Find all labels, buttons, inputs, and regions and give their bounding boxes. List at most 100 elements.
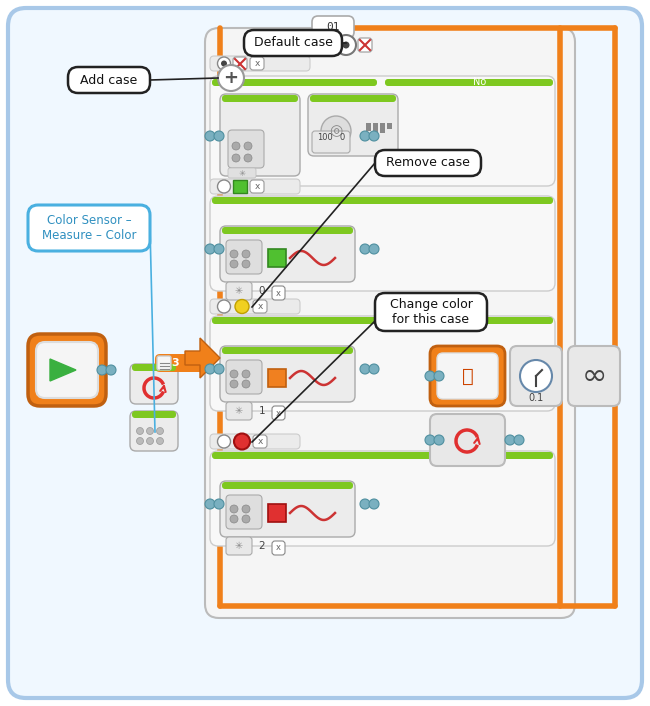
Bar	[373, 123, 378, 137]
Circle shape	[425, 371, 435, 381]
FancyBboxPatch shape	[272, 541, 285, 555]
Circle shape	[244, 142, 252, 150]
FancyBboxPatch shape	[220, 346, 355, 402]
FancyBboxPatch shape	[226, 282, 252, 300]
FancyBboxPatch shape	[210, 179, 300, 194]
FancyBboxPatch shape	[210, 316, 555, 411]
Circle shape	[360, 499, 370, 509]
Text: No: No	[473, 77, 487, 87]
FancyBboxPatch shape	[228, 130, 264, 168]
FancyBboxPatch shape	[210, 299, 300, 314]
Circle shape	[136, 428, 144, 434]
FancyBboxPatch shape	[155, 354, 210, 372]
Circle shape	[425, 435, 435, 445]
FancyBboxPatch shape	[430, 346, 505, 406]
FancyBboxPatch shape	[220, 94, 300, 176]
Text: 0: 0	[259, 286, 265, 296]
Circle shape	[146, 438, 153, 445]
FancyBboxPatch shape	[358, 38, 372, 52]
FancyBboxPatch shape	[312, 16, 354, 38]
Circle shape	[106, 365, 116, 375]
Circle shape	[242, 380, 250, 388]
Text: x: x	[276, 289, 281, 297]
FancyBboxPatch shape	[250, 57, 264, 70]
Bar	[380, 123, 385, 133]
Text: 01: 01	[326, 22, 340, 32]
Circle shape	[242, 515, 250, 523]
FancyBboxPatch shape	[308, 94, 398, 156]
Circle shape	[336, 35, 356, 55]
FancyBboxPatch shape	[272, 406, 285, 420]
FancyBboxPatch shape	[233, 57, 247, 70]
Circle shape	[205, 364, 215, 374]
FancyBboxPatch shape	[28, 334, 106, 406]
Text: ✳: ✳	[235, 286, 243, 296]
FancyBboxPatch shape	[226, 360, 262, 394]
FancyBboxPatch shape	[220, 481, 355, 537]
Text: ✳: ✳	[239, 169, 246, 177]
Circle shape	[360, 244, 370, 254]
FancyBboxPatch shape	[222, 347, 353, 354]
Circle shape	[230, 505, 238, 513]
Circle shape	[157, 428, 164, 434]
Circle shape	[221, 61, 227, 66]
Bar	[387, 123, 392, 129]
FancyBboxPatch shape	[430, 414, 505, 466]
Circle shape	[214, 244, 224, 254]
FancyBboxPatch shape	[568, 346, 620, 406]
Circle shape	[232, 154, 240, 162]
FancyBboxPatch shape	[8, 8, 642, 698]
FancyBboxPatch shape	[205, 28, 575, 618]
Circle shape	[230, 515, 238, 523]
FancyBboxPatch shape	[385, 79, 553, 86]
Polygon shape	[50, 359, 76, 381]
FancyBboxPatch shape	[157, 356, 171, 370]
Text: x: x	[254, 182, 260, 191]
Circle shape	[230, 380, 238, 388]
FancyBboxPatch shape	[226, 402, 252, 420]
Circle shape	[242, 250, 250, 258]
Text: ◎: ◎	[330, 124, 343, 138]
Circle shape	[434, 435, 444, 445]
Text: +: +	[224, 69, 239, 87]
Text: ✳: ✳	[235, 541, 243, 551]
FancyBboxPatch shape	[253, 435, 267, 448]
Circle shape	[214, 364, 224, 374]
Text: x: x	[257, 302, 263, 311]
Text: Change color
for this case: Change color for this case	[389, 298, 473, 326]
FancyBboxPatch shape	[253, 300, 267, 313]
Bar	[268, 369, 286, 387]
Bar	[233, 180, 247, 193]
FancyBboxPatch shape	[226, 240, 262, 274]
Circle shape	[205, 244, 215, 254]
Text: 0: 0	[339, 133, 344, 143]
Circle shape	[505, 435, 515, 445]
FancyBboxPatch shape	[222, 227, 353, 234]
Circle shape	[218, 300, 231, 313]
FancyBboxPatch shape	[210, 451, 555, 546]
Circle shape	[360, 364, 370, 374]
FancyBboxPatch shape	[68, 67, 150, 93]
FancyBboxPatch shape	[375, 150, 481, 176]
Text: 100: 100	[317, 133, 333, 143]
Circle shape	[214, 131, 224, 141]
Text: 2: 2	[259, 541, 265, 551]
Text: ✳: ✳	[235, 406, 243, 416]
FancyBboxPatch shape	[226, 537, 252, 555]
Text: Remove case: Remove case	[386, 157, 470, 169]
FancyBboxPatch shape	[226, 495, 262, 529]
Circle shape	[232, 142, 240, 150]
FancyBboxPatch shape	[375, 293, 487, 331]
Circle shape	[218, 65, 244, 91]
Text: x: x	[276, 544, 281, 553]
Circle shape	[234, 433, 250, 450]
FancyBboxPatch shape	[212, 79, 377, 86]
FancyBboxPatch shape	[36, 342, 98, 398]
Circle shape	[218, 57, 231, 70]
FancyBboxPatch shape	[210, 196, 555, 291]
FancyBboxPatch shape	[510, 346, 562, 406]
Text: ⌛: ⌛	[462, 366, 474, 385]
FancyBboxPatch shape	[437, 353, 498, 399]
Text: Add case: Add case	[81, 73, 138, 87]
Circle shape	[343, 42, 350, 49]
